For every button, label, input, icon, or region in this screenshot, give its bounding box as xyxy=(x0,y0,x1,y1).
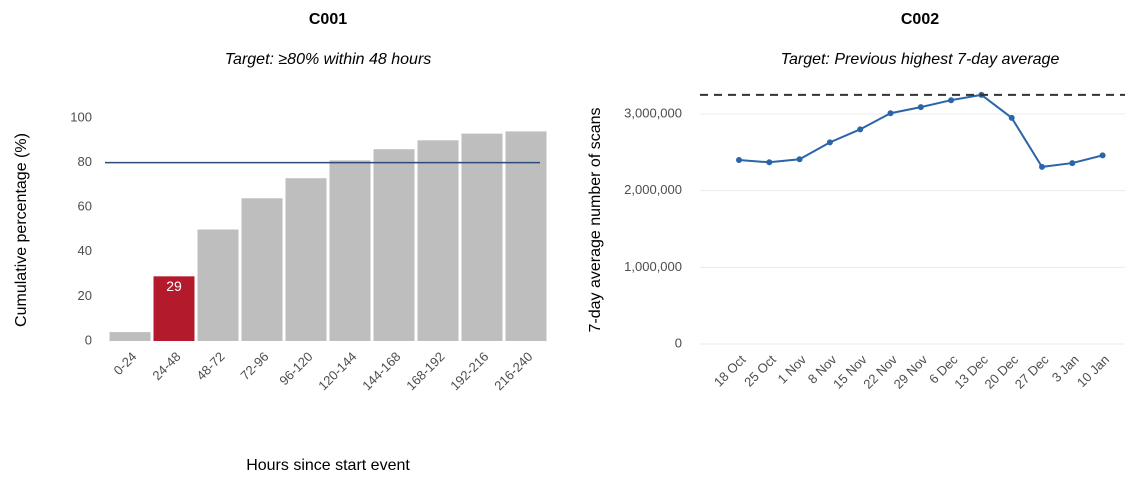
bar xyxy=(109,332,151,341)
point xyxy=(796,156,803,163)
y-tick-label: 60 xyxy=(78,199,92,214)
x-tick-label: 10 Jan xyxy=(1074,352,1112,390)
point xyxy=(736,157,742,163)
x-tick-label: 1 Nov xyxy=(775,352,810,387)
x-tick-label: 168-192 xyxy=(403,349,447,393)
y-axis-title: 7-day average number of scans xyxy=(587,107,604,332)
x-tick-label: 96-120 xyxy=(276,349,315,388)
point xyxy=(1039,163,1045,170)
point xyxy=(857,126,864,133)
x-tick-label: 192-216 xyxy=(447,349,491,393)
y-tick-label: 20 xyxy=(78,288,92,303)
x-tick-label: 27 Dec xyxy=(1012,352,1052,392)
bar xyxy=(197,229,239,341)
point xyxy=(887,110,894,117)
x-axis-title: Hours since start event xyxy=(246,457,410,474)
y-tick-label: 80 xyxy=(78,154,92,169)
y-tick-label: 100 xyxy=(70,109,92,124)
bar xyxy=(505,131,547,341)
point xyxy=(826,139,833,146)
x-tick-label: 144-168 xyxy=(359,349,403,393)
x-tick-label: 120-144 xyxy=(315,349,359,393)
bar xyxy=(241,198,283,341)
point xyxy=(1099,152,1106,159)
bar xyxy=(417,140,459,341)
point xyxy=(948,97,955,104)
bar xyxy=(285,178,327,341)
x-tick-label: 29 Nov xyxy=(891,352,931,392)
bar xyxy=(329,160,371,341)
point xyxy=(1069,160,1076,167)
x-tick-label: 0-24 xyxy=(111,349,140,378)
y-axis-title: Cumulative percentage (%) xyxy=(13,133,30,327)
chart-subtitle: Target: ≥80% within 48 hours xyxy=(225,51,432,68)
x-tick-label: 48-72 xyxy=(193,349,227,383)
x-tick-label: 18 Oct xyxy=(711,352,749,390)
bar xyxy=(461,133,503,341)
point xyxy=(1008,114,1015,121)
chart-title: C001 xyxy=(309,11,347,28)
x-tick-label: 24-48 xyxy=(149,349,183,383)
point xyxy=(766,159,773,166)
data-label: 29 xyxy=(166,278,182,294)
y-tick-label: 3,000,000 xyxy=(624,105,682,120)
y-tick-label: 40 xyxy=(78,243,92,258)
chart-subtitle: Target: Previous highest 7-day average xyxy=(781,51,1060,68)
x-tick-label: 216-240 xyxy=(491,349,535,393)
y-tick-label: 0 xyxy=(675,335,682,350)
bar xyxy=(153,276,195,341)
x-tick-label: 25 Oct xyxy=(741,352,779,390)
bar xyxy=(373,149,415,341)
x-tick-label: 72-96 xyxy=(237,349,271,383)
y-tick-label: 0 xyxy=(85,332,92,347)
chart-title: C002 xyxy=(901,11,939,28)
y-tick-label: 2,000,000 xyxy=(624,182,682,197)
y-tick-label: 1,000,000 xyxy=(624,259,682,274)
point xyxy=(917,104,924,111)
